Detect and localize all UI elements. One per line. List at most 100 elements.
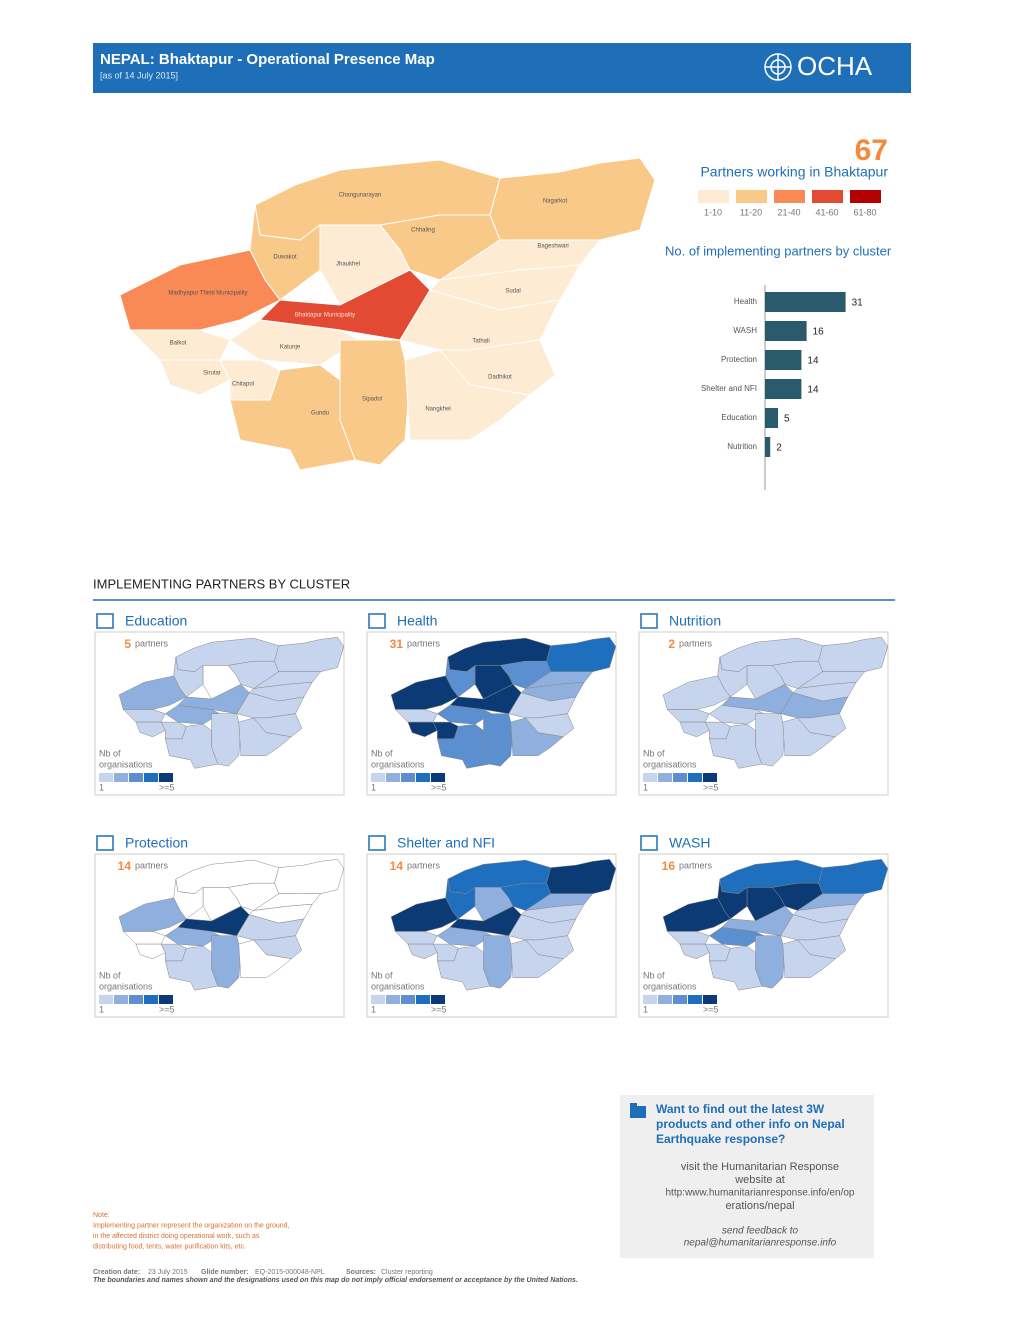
legend-min: 1 [99, 1004, 104, 1014]
legend-swatch [144, 995, 158, 1004]
legend-swatch [401, 995, 415, 1004]
legend-swatch [159, 995, 173, 1004]
main-map: Changunarayan Nagarkot Chhaling Bageshwari D… [119, 157, 656, 471]
region-label: Bhaktapur Municipality [295, 313, 355, 319]
legend-title: organisations [371, 981, 425, 991]
legend-title: Nb of [99, 970, 121, 980]
map-region [708, 723, 763, 769]
map-region [135, 943, 166, 960]
legend-swatch [673, 773, 687, 782]
footer-disclaimer: The boundaries and names shown and the d… [93, 1277, 578, 1284]
icon [96, 835, 114, 851]
cluster-count: 16 [662, 859, 676, 873]
header-bar [93, 43, 911, 93]
partners-word: partners [679, 638, 713, 648]
legend-min: 1 [643, 782, 648, 792]
footer-glide-label: Glide number: [201, 1269, 248, 1276]
region-label: Gundu [311, 411, 329, 417]
map-region [679, 721, 710, 738]
note-line: Implementing partner represent the organ… [93, 1222, 290, 1229]
note-line: distributing food, tents, water purifica… [93, 1243, 246, 1250]
icon [96, 613, 114, 629]
legend-label: 1-10 [704, 207, 722, 217]
map-region [510, 717, 564, 756]
info-visit: http:www.humanitarianresponse.info/en/op [665, 1188, 854, 1199]
cluster-name: Health [397, 613, 437, 629]
bar-value-label: 16 [813, 327, 825, 338]
footer-glide: EQ-2015-000048-NPL [255, 1269, 325, 1276]
legend-max: >=5 [431, 782, 447, 792]
legend-swatch [129, 773, 143, 782]
section-title: IMPLEMENTING PARTNERS BY CLUSTER [93, 576, 350, 591]
region-label: Bageshwari [537, 244, 568, 250]
legend-swatch [416, 995, 430, 1004]
legend-swatch [114, 773, 128, 782]
header-subtitle: [as of 14 July 2015] [100, 70, 178, 80]
info-feedback: nepal@humanitarianresponse.info [684, 1238, 837, 1249]
map-region [489, 157, 656, 241]
legend-swatch [371, 995, 385, 1004]
info-heading: Want to find out the latest 3W [656, 1102, 825, 1116]
legend-title: organisations [99, 981, 153, 991]
bar-value-label: 2 [776, 443, 782, 454]
legend-swatch [431, 773, 445, 782]
map-region [483, 713, 514, 767]
legend-swatch [99, 995, 113, 1004]
legend-min: 1 [371, 1004, 376, 1014]
legend-swatch [643, 995, 657, 1004]
legend-min: 1 [643, 1004, 648, 1014]
legend-swatch [688, 773, 702, 782]
legend-max: >=5 [159, 782, 175, 792]
cluster-count: 5 [124, 637, 131, 651]
region-label: Chitapol [232, 382, 254, 388]
legend-swatch [386, 773, 400, 782]
bar-category-label: Nutrition [727, 442, 757, 451]
region-label: Sipadol [362, 397, 382, 403]
legend-label: 21-40 [777, 207, 800, 217]
cluster-count: 14 [118, 859, 132, 873]
legend-max: >=5 [431, 1004, 447, 1014]
legend-swatch [673, 995, 687, 1004]
partners-word: partners [135, 860, 169, 870]
legend-title: organisations [371, 759, 425, 769]
cluster-count: 2 [668, 637, 675, 651]
map-region [782, 939, 836, 978]
note-line: in the affected district doing operation… [93, 1233, 260, 1240]
legend-swatch [371, 773, 385, 782]
region-label: Jhaukhel [336, 262, 360, 268]
legend-swatch [386, 995, 400, 1004]
footer-sources: Cluster reporting [381, 1269, 433, 1276]
bar [765, 292, 846, 312]
cluster-name: Nutrition [669, 613, 721, 629]
legend-label: 61-80 [853, 207, 876, 217]
legend-label: 41-60 [815, 207, 838, 217]
info-visit: website at [734, 1174, 785, 1186]
info-heading: products and other info on Nepal [656, 1117, 845, 1131]
region-label: Tathali [472, 339, 489, 345]
cluster-map [662, 636, 889, 769]
bar-category-label: Education [721, 413, 757, 422]
map-region [436, 945, 491, 991]
legend-title: organisations [99, 759, 153, 769]
legend-swatch [736, 190, 767, 203]
bar-category-label: Health [734, 297, 757, 306]
region-label: Changunarayan [339, 193, 382, 199]
legend-max: >=5 [703, 782, 719, 792]
cluster-count: 14 [390, 859, 404, 873]
legend-max: >=5 [159, 1004, 175, 1014]
bar [765, 350, 802, 370]
legend-swatch [129, 995, 143, 1004]
cluster-name: Protection [125, 835, 188, 851]
bar [765, 379, 802, 399]
map-region [164, 723, 219, 769]
map-region [782, 717, 836, 756]
cluster-name: WASH [669, 835, 710, 851]
partners-word: partners [407, 860, 441, 870]
legend-swatch [688, 995, 702, 1004]
total-partners: 67 [855, 134, 888, 167]
map-region [679, 943, 710, 960]
info-heading: Earthquake response? [656, 1132, 785, 1146]
header-title: NEPAL: Bhaktapur - Operational Presence … [100, 51, 435, 68]
info-visit: visit the Humanitarian Response [681, 1161, 839, 1173]
legend-swatch [431, 995, 445, 1004]
